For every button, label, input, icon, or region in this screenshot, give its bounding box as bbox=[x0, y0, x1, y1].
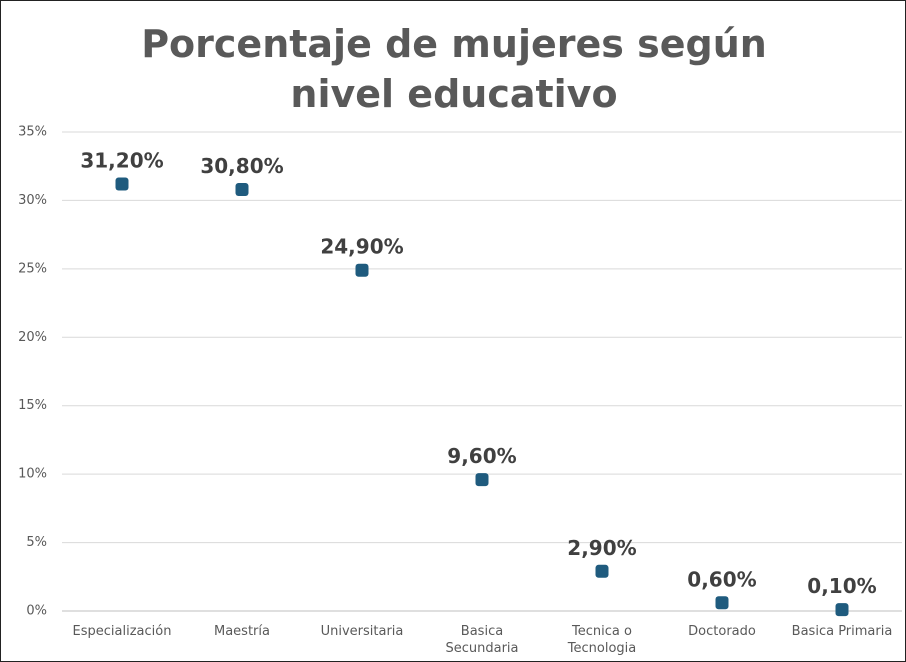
y-tick-label: 15% bbox=[18, 398, 47, 413]
data-label: 24,90% bbox=[320, 235, 403, 259]
chart-title: Porcentaje de mujeres según nivel educat… bbox=[141, 22, 767, 116]
x-tick-label: Basica Secundaria bbox=[445, 624, 519, 656]
data-label: 0,10% bbox=[807, 574, 876, 598]
marker bbox=[595, 564, 609, 578]
data-label: 30,80% bbox=[200, 154, 283, 178]
marker bbox=[115, 177, 129, 191]
x-tick-label: Doctorado bbox=[688, 624, 756, 639]
data-label: 31,20% bbox=[80, 149, 163, 173]
y-tick-label: 35% bbox=[18, 125, 47, 140]
x-tick-label: Especialización bbox=[72, 624, 172, 639]
marker bbox=[715, 596, 729, 610]
y-tick-label: 10% bbox=[18, 467, 47, 482]
x-tick-label: Maestría bbox=[214, 624, 270, 639]
data-label: 9,60% bbox=[447, 444, 516, 468]
y-tick-label: 5% bbox=[26, 535, 47, 550]
x-tick-label: Universitaria bbox=[320, 624, 404, 639]
data-label: 0,60% bbox=[687, 567, 756, 591]
x-tick-label: Tecnica o Tecnologia bbox=[567, 624, 637, 656]
y-tick-label: 0% bbox=[26, 604, 47, 619]
y-tick-label: 30% bbox=[18, 193, 47, 208]
x-tick-label: Basica Primaria bbox=[791, 624, 893, 639]
y-tick-label: 25% bbox=[18, 261, 47, 276]
data-label: 2,90% bbox=[567, 536, 636, 560]
marker bbox=[355, 263, 369, 277]
marker bbox=[235, 182, 249, 196]
marker bbox=[835, 603, 849, 617]
marker bbox=[475, 473, 489, 487]
y-tick-label: 20% bbox=[18, 330, 47, 345]
